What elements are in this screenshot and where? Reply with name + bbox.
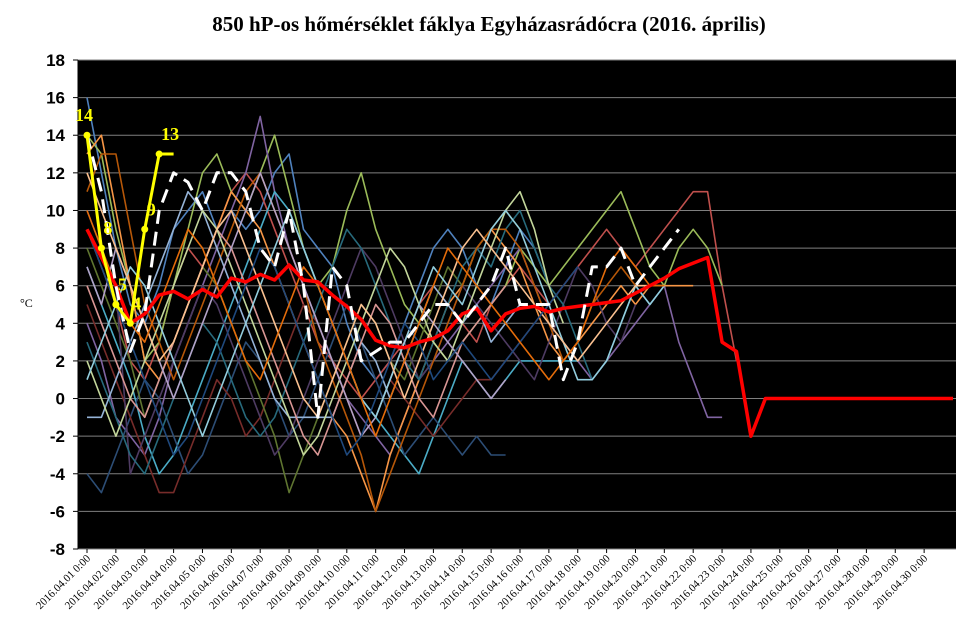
y-tick-label: 12 [46, 164, 65, 183]
y-tick-label: 14 [46, 126, 65, 145]
ensemble-member-line [86, 134, 723, 362]
y-tick-label: 2 [56, 352, 65, 371]
mean-line [85, 228, 953, 438]
ensemble-member-line [86, 228, 507, 456]
y-axis-unit-label: °C [20, 296, 33, 310]
data-point-marker [83, 131, 91, 139]
data-label: 8 [103, 218, 112, 238]
y-tick-label: -6 [50, 502, 65, 521]
data-label: 5 [118, 275, 127, 295]
ensemble-member-line [86, 303, 506, 494]
y-tick-label: -8 [50, 540, 65, 559]
data-label: 13 [161, 124, 179, 144]
ensemble-member-line [86, 97, 550, 381]
data-label: 4 [132, 293, 141, 313]
y-tick-label: 10 [46, 201, 65, 220]
data-label: 14 [75, 105, 93, 125]
y-tick-label: 0 [56, 390, 65, 409]
y-tick-label: 18 [46, 51, 65, 70]
y-tick-label: -4 [50, 465, 66, 484]
data-point-marker [112, 301, 120, 308]
y-tick-label: 6 [56, 277, 65, 296]
ensemble-member-line [86, 172, 665, 419]
ensemble-lines [86, 97, 738, 513]
data-point-marker [155, 150, 163, 158]
ensemble-member-line [86, 210, 665, 437]
ensemble-member-line [86, 190, 565, 456]
control-run-line [85, 134, 680, 419]
data-point-marker [141, 225, 149, 233]
y-tick-label: 16 [46, 89, 65, 108]
data-label: 9 [147, 199, 156, 219]
y-tick-label: 8 [56, 239, 65, 258]
data-point-marker [97, 244, 105, 252]
data-labels: 14 8 54 9 13 [75, 105, 179, 327]
y-axis: 18 16 14 12 10 8 6 4 2 0 -2 -4 -6 -8 [46, 51, 79, 559]
y-tick-label: -2 [50, 427, 65, 446]
chart-title: 850 hP-os hőmérséklet fáklya Egyházasrád… [212, 12, 766, 36]
data-point-marker [126, 319, 134, 327]
ensemble-member-line [86, 229, 579, 456]
y-tick-label: 4 [56, 314, 66, 333]
